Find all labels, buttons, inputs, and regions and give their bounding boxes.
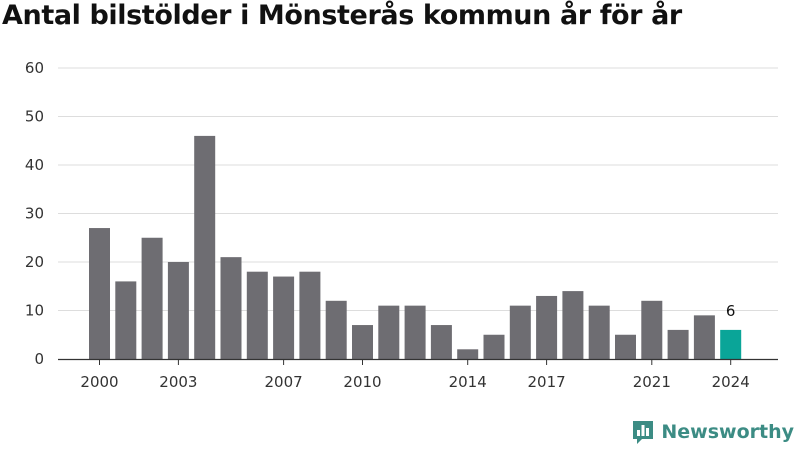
bar xyxy=(378,305,400,359)
bar xyxy=(536,295,558,359)
brand-name: Newsworthy xyxy=(661,421,794,443)
y-tick-label: 20 xyxy=(25,253,44,271)
bar xyxy=(588,305,610,359)
chart-title: Antal bilstölder i Mönsterås kommun år f… xyxy=(2,0,682,31)
x-tick-label: 2014 xyxy=(449,373,487,391)
bar xyxy=(430,325,452,359)
x-tick-label: 2000 xyxy=(80,373,118,391)
bar xyxy=(194,135,216,359)
bar xyxy=(693,315,715,359)
bar xyxy=(246,271,268,359)
x-tick-label: 2007 xyxy=(265,373,303,391)
x-tick-label: 2010 xyxy=(343,373,381,391)
y-tick-label: 50 xyxy=(25,108,44,126)
newsworthy-chart-icon xyxy=(633,421,654,444)
y-tick-label: 0 xyxy=(34,350,44,368)
bar xyxy=(325,300,347,359)
y-tick-label: 10 xyxy=(25,302,44,320)
x-tick-label: 2017 xyxy=(528,373,566,391)
bar xyxy=(483,334,505,359)
bar xyxy=(509,305,531,359)
bar-highlight xyxy=(720,329,742,359)
bar xyxy=(404,305,426,359)
bar xyxy=(220,257,242,359)
y-tick-label: 40 xyxy=(25,156,44,174)
data-label-highlight: 6 xyxy=(726,302,736,320)
bar xyxy=(352,325,373,359)
bar xyxy=(299,271,321,359)
bar xyxy=(457,349,479,359)
bar xyxy=(89,228,110,359)
bar xyxy=(167,262,189,359)
bar xyxy=(641,300,663,359)
x-tick-label: 2021 xyxy=(633,373,671,391)
x-tick-label: 2003 xyxy=(159,373,197,391)
newsworthy-logo[interactable]: Newsworthy xyxy=(631,419,794,445)
bar xyxy=(141,237,163,359)
bar xyxy=(562,291,584,359)
x-tick-label: 2024 xyxy=(712,373,750,391)
bar xyxy=(115,281,137,359)
bar xyxy=(667,329,689,359)
bar xyxy=(615,334,636,359)
bar xyxy=(273,276,295,359)
y-tick-label: 30 xyxy=(25,205,44,223)
y-tick-label: 60 xyxy=(25,59,44,77)
